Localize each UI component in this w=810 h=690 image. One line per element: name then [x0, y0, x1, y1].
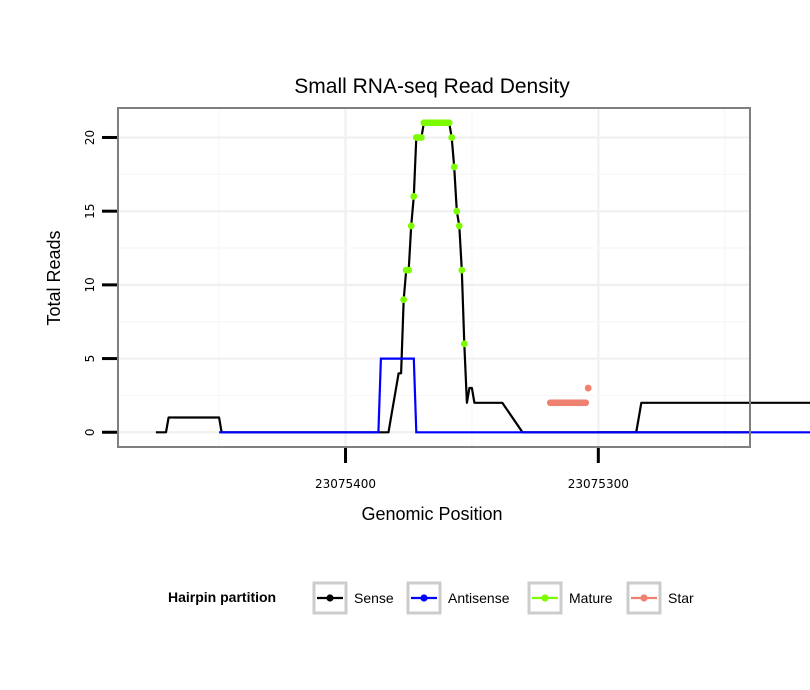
mature-point — [460, 340, 468, 348]
legend-item-sense: Sense — [312, 581, 394, 615]
y-tick-label: 15 — [83, 204, 97, 219]
mature-point — [407, 222, 415, 230]
x-axis-title: Genomic Position — [361, 504, 502, 524]
legend: Hairpin partition Sense Antisense Mature St… — [168, 581, 694, 615]
legend-item-antisense: Antisense — [406, 581, 510, 615]
plot-background — [118, 108, 750, 447]
legend-entries: Sense Antisense Mature Star — [312, 581, 694, 615]
series-layer — [155, 119, 810, 434]
mature-point — [410, 193, 418, 200]
mature-point — [400, 296, 408, 304]
series-line-sense — [598, 401, 810, 434]
axes: 23075400230753002307520005101520 — [83, 130, 629, 491]
y-tick-label: 0 — [83, 428, 97, 436]
legend-label: Sense — [354, 590, 394, 606]
y-tick-label: 5 — [83, 355, 97, 363]
legend-item-star: Star — [626, 581, 694, 615]
x-tick-label: 23075400 — [315, 477, 376, 491]
legend-key-point — [541, 594, 549, 602]
star-point — [584, 384, 592, 392]
legend-item-mature: Mature — [527, 581, 613, 615]
legend-key-point — [640, 594, 648, 602]
series-line-antisense — [219, 357, 810, 434]
mature-point — [448, 134, 456, 141]
x-tick-label: 23075300 — [568, 477, 629, 491]
legend-label: Antisense — [448, 590, 510, 606]
chart-title: Small RNA-seq Read Density — [294, 75, 570, 98]
legend-label: Mature — [569, 590, 613, 606]
mature-point — [458, 266, 466, 274]
y-axis-title: Total Reads — [44, 230, 64, 325]
y-tick-label: 10 — [83, 277, 97, 292]
plot-panel-border — [117, 107, 751, 448]
mature-point — [417, 134, 425, 141]
mature-point — [445, 119, 453, 127]
legend-label: Star — [668, 590, 694, 606]
star-point — [582, 399, 590, 407]
legend-title: Hairpin partition — [168, 589, 276, 605]
mature-point — [455, 222, 463, 230]
mature-point — [450, 163, 458, 171]
mature-point — [453, 207, 461, 215]
legend-key-point — [326, 594, 334, 602]
legend-key-point — [420, 594, 428, 602]
mature-point — [405, 266, 413, 274]
y-tick-label: 20 — [83, 130, 97, 145]
